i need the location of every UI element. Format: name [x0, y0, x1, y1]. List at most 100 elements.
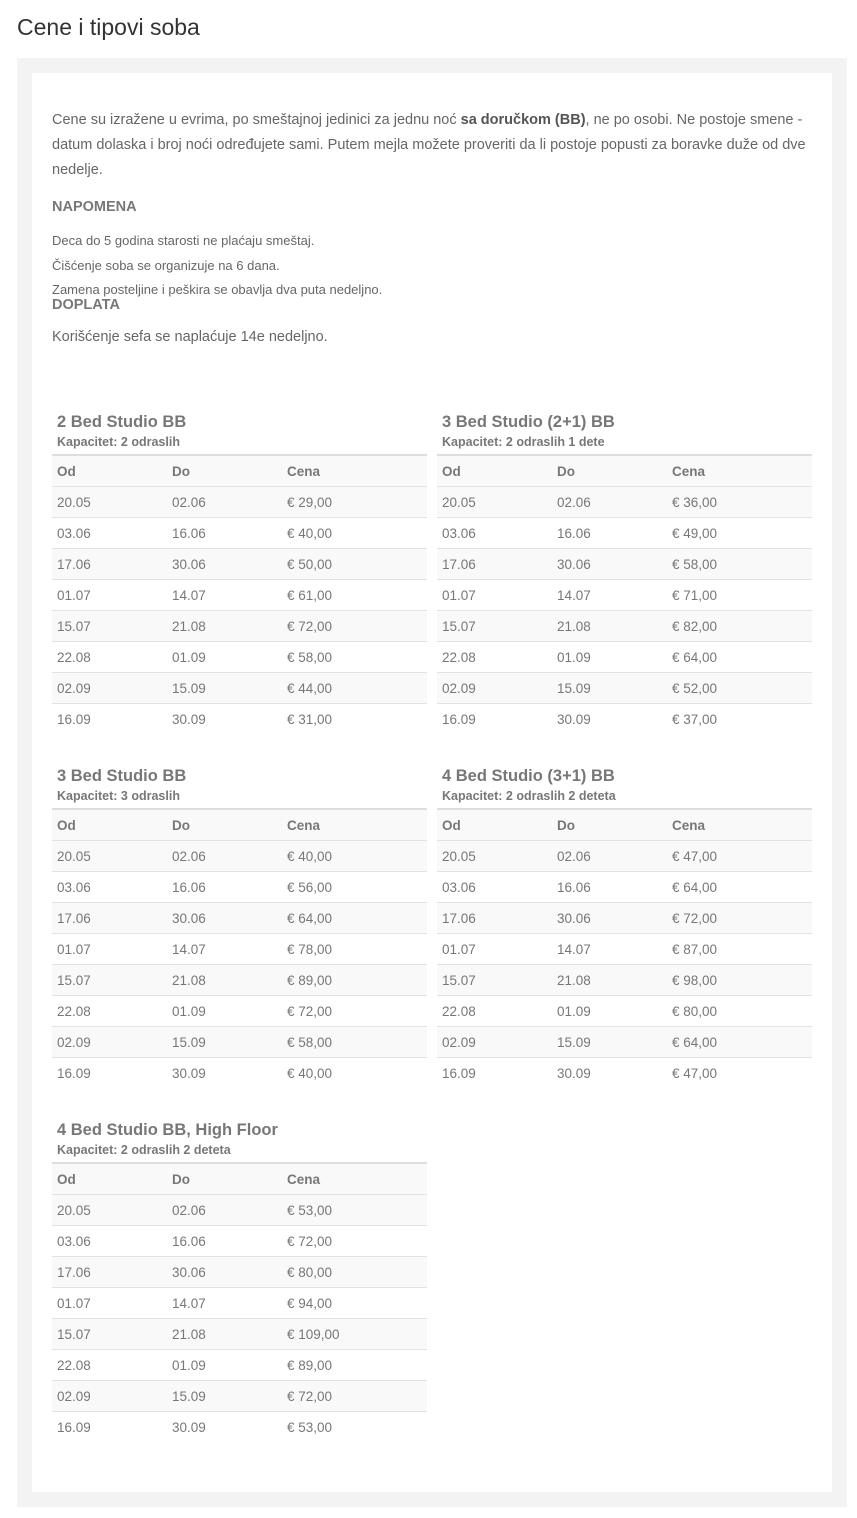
table-cell: € 89,00: [282, 964, 427, 996]
table-cell: 21.08: [167, 964, 282, 996]
table-cell: € 64,00: [667, 641, 812, 673]
table-cell: 22.08: [52, 641, 167, 673]
table-cell: 15.07: [437, 610, 552, 642]
table-cell: € 58,00: [667, 548, 812, 580]
intro-part: Cene su izražene u evrima, po smeštajnoj…: [52, 112, 461, 128]
column-header: Od: [437, 808, 552, 841]
table-cell: € 56,00: [282, 871, 427, 903]
table-cell: € 80,00: [282, 1256, 427, 1288]
room-capacity: Kapacitet: 3 odraslih: [57, 789, 180, 803]
table-cell: 17.06: [437, 902, 552, 934]
table-cell: 16.06: [167, 1225, 282, 1257]
table-row: 20.05 02.06 € 47,00: [437, 840, 812, 872]
table-cell: 16.06: [167, 871, 282, 903]
room-title: 3 Bed Studio (2+1) BB: [442, 413, 615, 431]
table-cell: 15.07: [52, 610, 167, 642]
intro-bold: sa doručkom (BB): [460, 112, 586, 128]
table-row: 15.07 21.08 € 72,00: [52, 610, 427, 642]
table-cell: 01.09: [167, 641, 282, 673]
content-card: Cene su izražene u evrima, po smeštajnoj…: [32, 73, 832, 1492]
table-cell: € 72,00: [282, 1225, 427, 1257]
table-row: 17.06 30.06 € 64,00: [52, 902, 427, 934]
table-cell: 15.09: [167, 672, 282, 704]
table-cell: 30.06: [167, 902, 282, 934]
table-header: Od Do Cena: [437, 808, 812, 841]
table-cell: 01.09: [552, 995, 667, 1027]
table-cell: € 50,00: [282, 548, 427, 580]
table-cell: € 29,00: [282, 486, 427, 518]
table-row: 22.08 01.09 € 58,00: [52, 641, 427, 673]
table-row: 20.05 02.06 € 36,00: [437, 486, 812, 518]
room-capacity: Kapacitet: 2 odraslih 1 dete: [442, 435, 605, 449]
table-cell: 22.08: [52, 1349, 167, 1381]
table-cell: 01.09: [167, 995, 282, 1027]
room-title: 4 Bed Studio BB, High Floor: [57, 1121, 278, 1139]
table-cell: 30.09: [167, 703, 282, 734]
table-row: 15.07 21.08 € 109,00: [52, 1318, 427, 1350]
table-row: 22.08 01.09 € 72,00: [52, 995, 427, 1027]
table-cell: 14.07: [552, 933, 667, 965]
table-row: 03.06 16.06 € 64,00: [437, 871, 812, 903]
table-cell: 22.08: [52, 995, 167, 1027]
table-cell: € 98,00: [667, 964, 812, 996]
table-row: 20.05 02.06 € 29,00: [52, 486, 427, 518]
table-cell: 20.05: [52, 1194, 167, 1226]
table-cell: 30.06: [552, 902, 667, 934]
column-header: Cena: [667, 454, 812, 487]
table-cell: 20.05: [437, 840, 552, 872]
table-cell: 30.06: [167, 1256, 282, 1288]
table-cell: 14.07: [167, 579, 282, 611]
column-header: Do: [167, 454, 282, 487]
table-cell: 01.07: [437, 579, 552, 611]
table-cell: € 44,00: [282, 672, 427, 704]
content-frame: Cene su izražene u evrima, po smeštajnoj…: [17, 58, 847, 1507]
table-row: 02.09 15.09 € 52,00: [437, 672, 812, 704]
column-header: Cena: [282, 1162, 427, 1195]
table-cell: 01.07: [52, 579, 167, 611]
table-cell: 15.07: [52, 964, 167, 996]
table-cell: € 109,00: [282, 1318, 427, 1350]
table-cell: 22.08: [437, 641, 552, 673]
doplata-text: Korišćenje sefa se naplaćuje 14e nedeljn…: [52, 328, 328, 345]
table-cell: 14.07: [167, 1287, 282, 1319]
room-price-table: 3 Bed Studio (2+1) BB Kapacitet: 2 odrasl…: [437, 413, 812, 734]
table-row: 02.09 15.09 € 64,00: [437, 1026, 812, 1058]
table-row: 03.06 16.06 € 40,00: [52, 517, 427, 549]
table-cell: 02.06: [167, 1194, 282, 1226]
table-cell: € 47,00: [667, 1057, 812, 1088]
table-row: 01.07 14.07 € 78,00: [52, 933, 427, 965]
table-row: 22.08 01.09 € 80,00: [437, 995, 812, 1027]
column-header: Cena: [282, 454, 427, 487]
table-cell: 16.09: [437, 703, 552, 734]
table-row: 01.07 14.07 € 61,00: [52, 579, 427, 611]
table-row: 16.09 30.09 € 40,00: [52, 1057, 427, 1088]
table-cell: 16.09: [52, 1411, 167, 1442]
room-capacity: Kapacitet: 2 odraslih 2 deteta: [57, 1143, 231, 1157]
table-cell: € 40,00: [282, 1057, 427, 1088]
table-cell: 15.09: [552, 1026, 667, 1058]
table-cell: € 72,00: [282, 610, 427, 642]
table-cell: € 49,00: [667, 517, 812, 549]
note-line: Zamena posteljine i peškira se obavlja d…: [52, 282, 383, 297]
table-header: Od Do Cena: [52, 808, 427, 841]
table-cell: 17.06: [437, 548, 552, 580]
table-cell: 14.07: [167, 933, 282, 965]
table-cell: 22.08: [437, 995, 552, 1027]
table-row: 22.08 01.09 € 89,00: [52, 1349, 427, 1381]
table-cell: 14.07: [552, 579, 667, 611]
table-cell: € 64,00: [667, 871, 812, 903]
table-cell: 15.07: [437, 964, 552, 996]
table-row: 16.09 30.09 € 31,00: [52, 703, 427, 734]
table-cell: 16.06: [167, 517, 282, 549]
table-cell: 30.06: [167, 548, 282, 580]
table-cell: 15.09: [167, 1380, 282, 1412]
table-row: 22.08 01.09 € 64,00: [437, 641, 812, 673]
table-cell: € 94,00: [282, 1287, 427, 1319]
column-header: Cena: [282, 808, 427, 841]
table-cell: 02.09: [52, 1026, 167, 1058]
table-cell: 15.07: [52, 1318, 167, 1350]
table-row: 15.07 21.08 € 89,00: [52, 964, 427, 996]
table-row: 17.06 30.06 € 50,00: [52, 548, 427, 580]
table-cell: 03.06: [437, 517, 552, 549]
table-cell: 16.09: [437, 1057, 552, 1088]
